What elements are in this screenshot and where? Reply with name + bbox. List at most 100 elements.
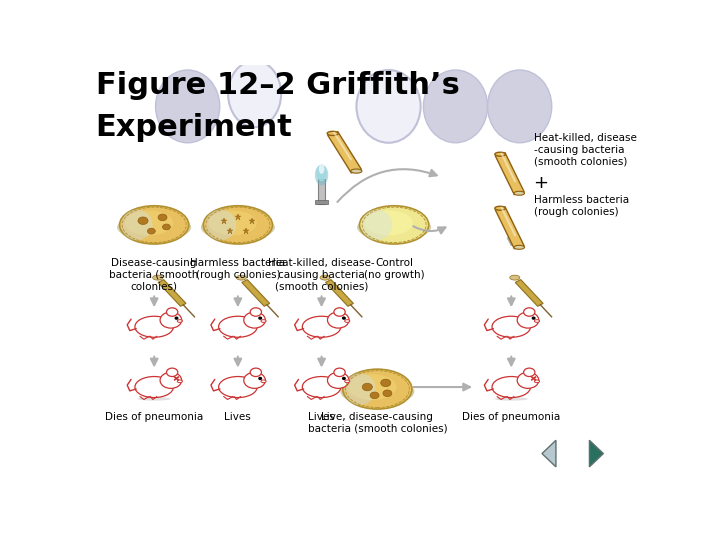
Ellipse shape xyxy=(138,397,171,401)
Ellipse shape xyxy=(345,320,350,322)
Ellipse shape xyxy=(228,60,281,127)
Ellipse shape xyxy=(495,152,505,156)
Ellipse shape xyxy=(361,210,392,240)
Circle shape xyxy=(383,390,392,396)
Ellipse shape xyxy=(156,70,220,143)
Ellipse shape xyxy=(135,376,174,397)
Circle shape xyxy=(160,372,181,388)
Ellipse shape xyxy=(320,275,330,280)
Circle shape xyxy=(250,308,261,316)
Ellipse shape xyxy=(118,215,191,240)
Text: Harmless bacteria
(rough colonies): Harmless bacteria (rough colonies) xyxy=(534,195,629,217)
Circle shape xyxy=(328,372,349,388)
Text: Lives: Lives xyxy=(225,412,251,422)
Circle shape xyxy=(532,317,535,319)
Ellipse shape xyxy=(236,275,246,280)
Ellipse shape xyxy=(302,316,341,338)
Circle shape xyxy=(259,317,261,319)
Circle shape xyxy=(175,317,178,319)
Polygon shape xyxy=(495,207,524,249)
Circle shape xyxy=(250,368,261,376)
Ellipse shape xyxy=(343,369,412,409)
Circle shape xyxy=(370,392,379,399)
Circle shape xyxy=(138,217,148,225)
Bar xyxy=(315,200,328,204)
Circle shape xyxy=(259,377,261,380)
Ellipse shape xyxy=(315,165,328,185)
Ellipse shape xyxy=(495,206,505,210)
Ellipse shape xyxy=(317,165,327,181)
Ellipse shape xyxy=(177,380,182,383)
Circle shape xyxy=(158,214,167,221)
Polygon shape xyxy=(495,153,524,194)
Ellipse shape xyxy=(534,380,539,383)
Circle shape xyxy=(517,372,539,388)
Ellipse shape xyxy=(345,380,350,383)
Polygon shape xyxy=(325,280,354,306)
Circle shape xyxy=(343,377,345,380)
Text: Dies of pneumonia: Dies of pneumonia xyxy=(105,412,203,422)
Polygon shape xyxy=(158,280,186,306)
Ellipse shape xyxy=(495,397,528,401)
Ellipse shape xyxy=(203,206,272,244)
Polygon shape xyxy=(516,280,543,306)
Bar xyxy=(318,179,325,204)
Ellipse shape xyxy=(351,169,362,173)
Polygon shape xyxy=(242,280,270,306)
Ellipse shape xyxy=(356,70,420,143)
Ellipse shape xyxy=(514,245,524,249)
Ellipse shape xyxy=(209,211,257,235)
Text: Control
(no growth): Control (no growth) xyxy=(364,258,424,280)
Text: Harmless bacteria
(rough colonies): Harmless bacteria (rough colonies) xyxy=(190,258,285,280)
Polygon shape xyxy=(328,132,361,173)
Circle shape xyxy=(163,224,171,230)
Text: Heat-killed, disease-
causing bacteria
(smooth colonies): Heat-killed, disease- causing bacteria (… xyxy=(269,258,375,292)
Circle shape xyxy=(334,308,345,316)
Ellipse shape xyxy=(344,373,376,405)
Ellipse shape xyxy=(492,376,531,397)
Ellipse shape xyxy=(365,211,413,235)
Ellipse shape xyxy=(219,376,257,397)
Circle shape xyxy=(148,228,156,234)
Ellipse shape xyxy=(534,320,539,322)
Ellipse shape xyxy=(261,380,266,383)
Ellipse shape xyxy=(125,211,174,235)
Circle shape xyxy=(166,368,178,376)
Ellipse shape xyxy=(348,374,397,400)
Circle shape xyxy=(381,379,391,387)
Text: +: + xyxy=(534,174,549,192)
Ellipse shape xyxy=(514,191,524,195)
Circle shape xyxy=(517,312,539,328)
Text: Live, disease-causing
bacteria (smooth colonies): Live, disease-causing bacteria (smooth c… xyxy=(307,412,447,434)
Text: Figure 12–2 Griffith’s: Figure 12–2 Griffith’s xyxy=(96,71,459,100)
Ellipse shape xyxy=(319,164,324,174)
Ellipse shape xyxy=(327,131,338,136)
Circle shape xyxy=(343,317,345,319)
Circle shape xyxy=(160,312,181,328)
Ellipse shape xyxy=(135,316,174,338)
Ellipse shape xyxy=(261,320,266,322)
Circle shape xyxy=(166,308,178,316)
Text: Heat-killed, disease
-causing bacteria
(smooth colonies): Heat-killed, disease -causing bacteria (… xyxy=(534,133,636,167)
Ellipse shape xyxy=(302,376,341,397)
Ellipse shape xyxy=(205,210,236,240)
Ellipse shape xyxy=(487,70,552,143)
Circle shape xyxy=(328,312,349,328)
Ellipse shape xyxy=(423,70,487,143)
Ellipse shape xyxy=(358,215,431,240)
Ellipse shape xyxy=(492,316,531,338)
Circle shape xyxy=(244,312,266,328)
Ellipse shape xyxy=(202,215,274,240)
Text: Lives: Lives xyxy=(308,412,335,422)
Ellipse shape xyxy=(341,379,414,404)
Polygon shape xyxy=(542,440,556,467)
Polygon shape xyxy=(590,440,603,467)
Ellipse shape xyxy=(153,275,163,280)
Text: Dies of pneumonia: Dies of pneumonia xyxy=(462,412,560,422)
Ellipse shape xyxy=(120,206,189,244)
Ellipse shape xyxy=(219,316,257,338)
Circle shape xyxy=(523,308,535,316)
Ellipse shape xyxy=(359,206,428,244)
Ellipse shape xyxy=(510,275,520,280)
Ellipse shape xyxy=(177,320,182,322)
